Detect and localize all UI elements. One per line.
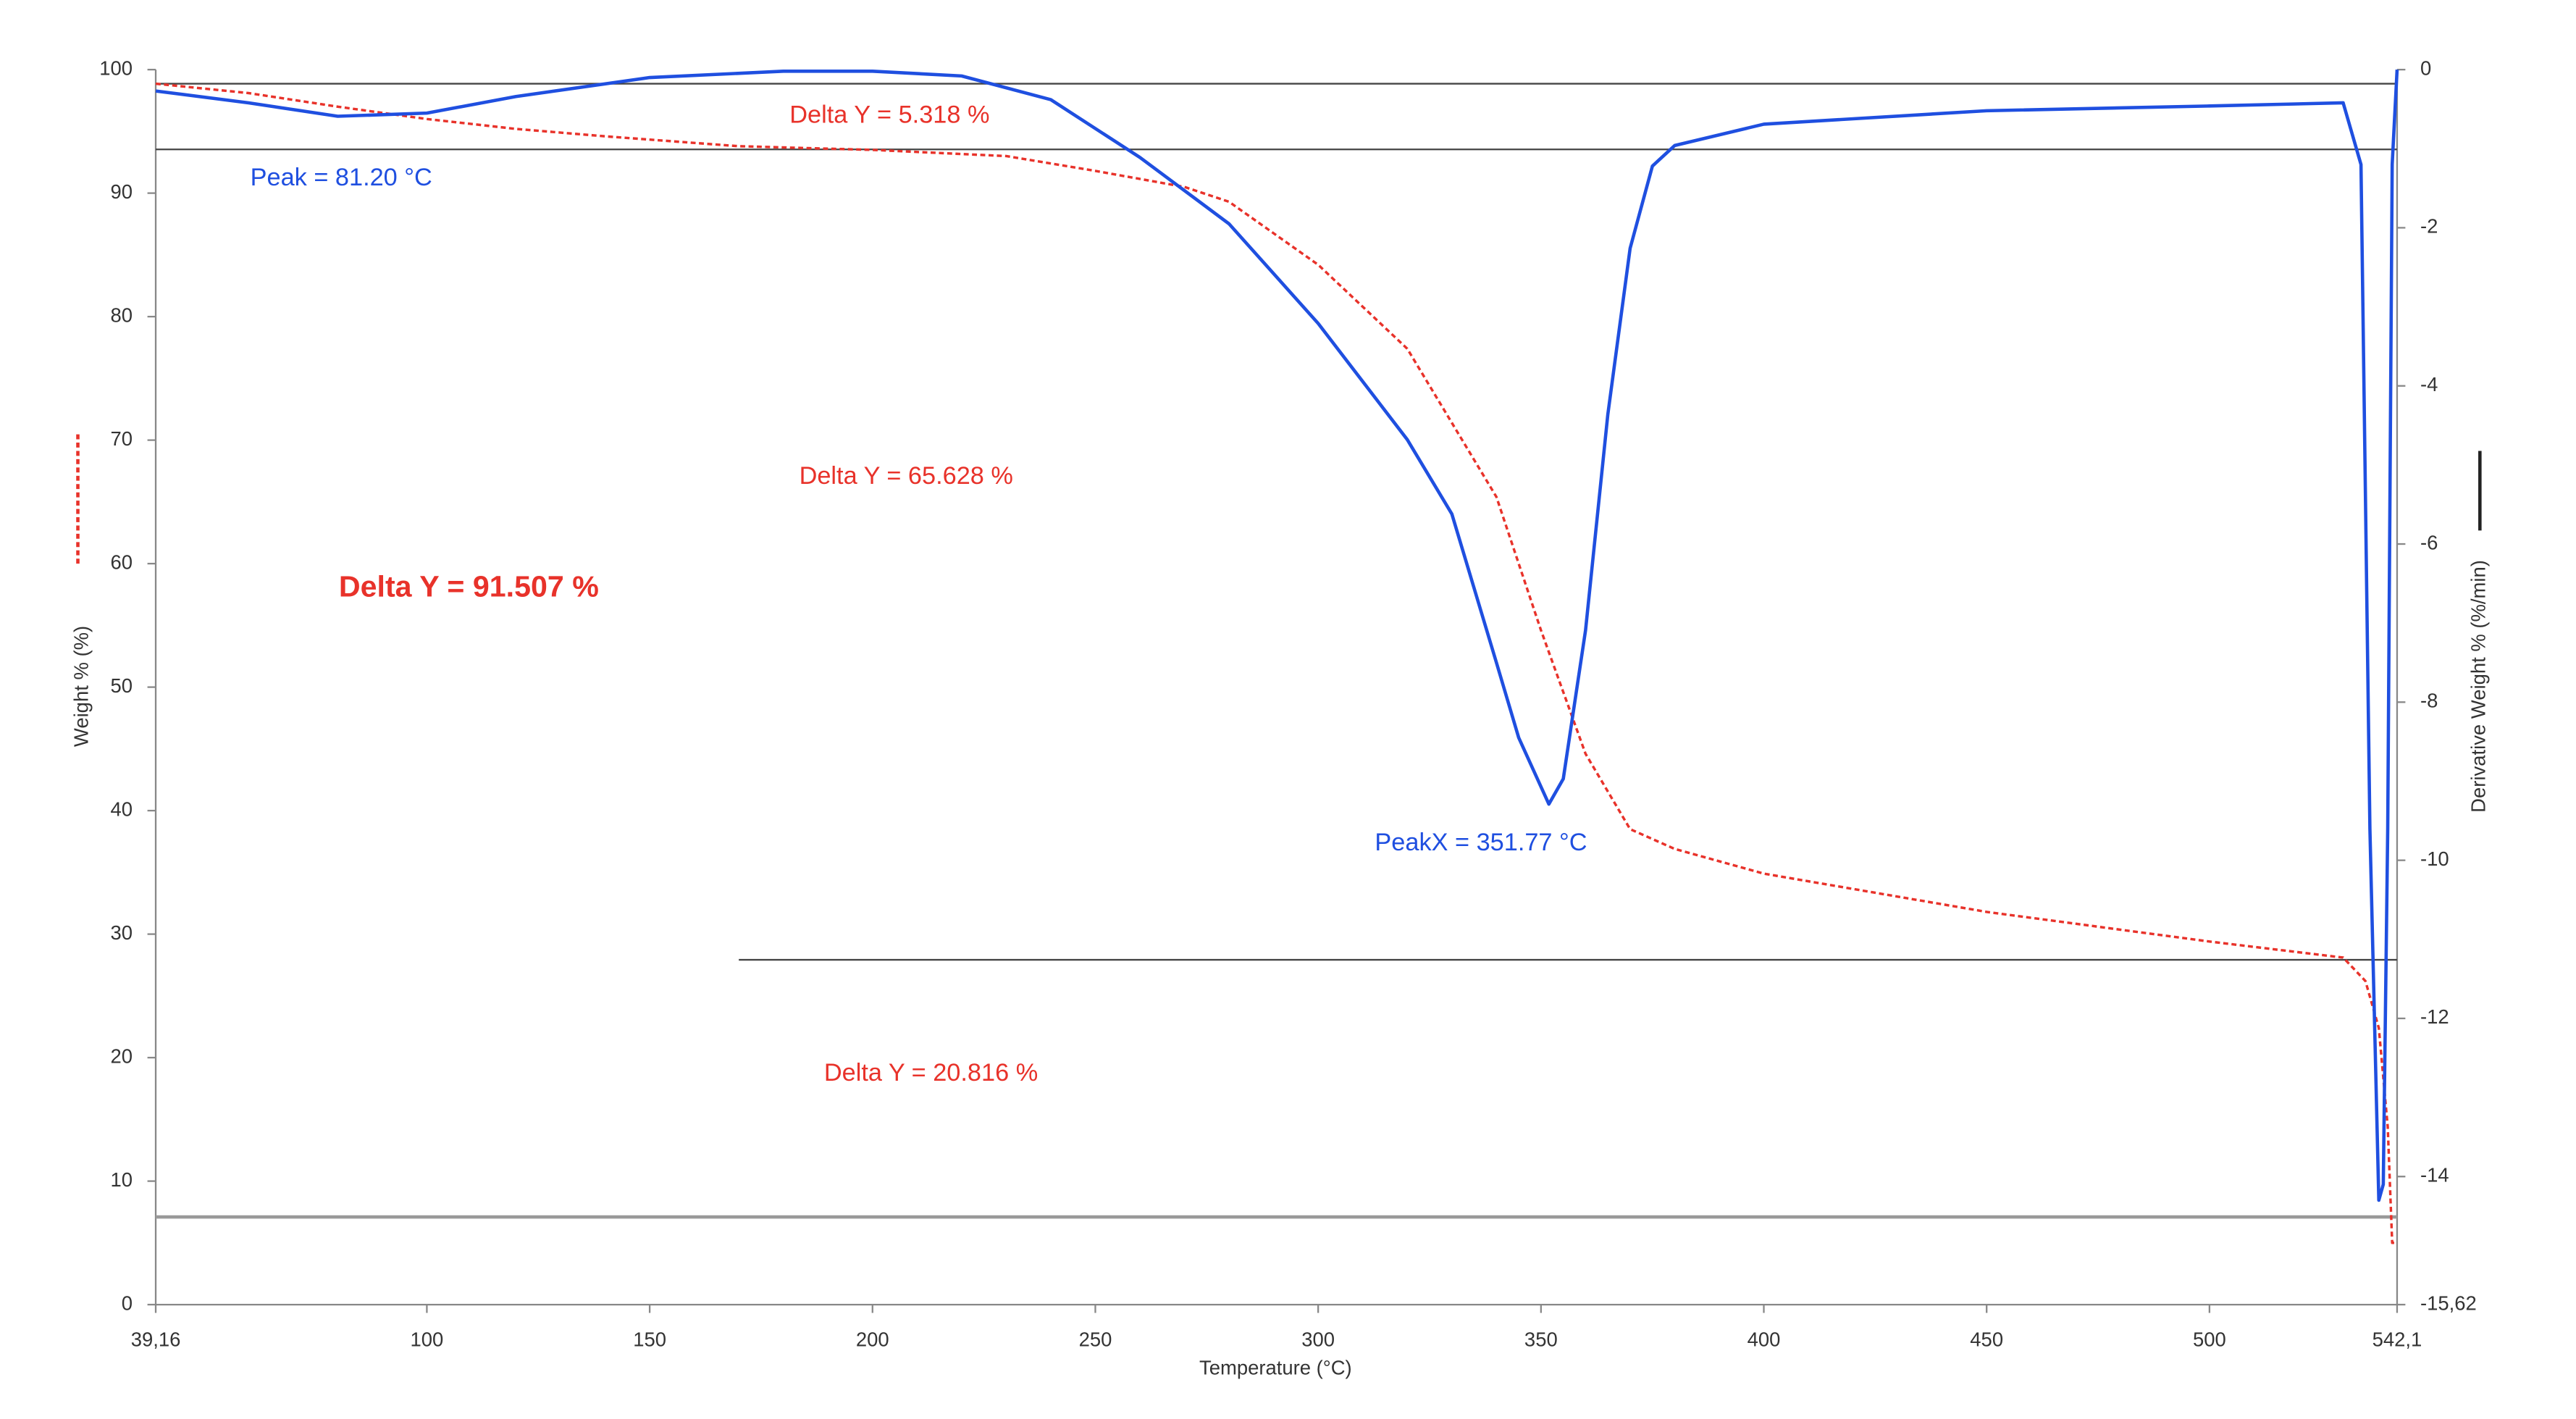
x-tick-label: 350 [1524,1328,1558,1351]
y2-tick-label: -15,62 [2420,1292,2477,1314]
y2-tick-label: -6 [2420,531,2438,553]
y2-tick-label: -14 [2420,1164,2449,1186]
x-tick-label: 200 [856,1328,889,1351]
y-tick-label: 90 [110,180,133,203]
y-tick-label: 20 [110,1045,133,1067]
y-tick-label: 80 [110,304,133,326]
series-line [155,82,2397,1244]
y-tick-label: 60 [110,551,133,573]
y2-tick-label: -4 [2420,373,2438,395]
y2-tick-label: -12 [2420,1005,2449,1028]
annotation: Delta Y = 20.816 % [824,1059,1038,1087]
x-tick-label: 39,16 [131,1328,181,1351]
y-tick-label: 100 [99,56,133,79]
x-tick-label: 100 [411,1328,444,1351]
x-tick-label: 500 [2193,1328,2226,1351]
y-tick-label: 70 [110,427,133,450]
y-tick-label: 40 [110,798,133,820]
x-tick-label: 450 [1970,1328,2003,1351]
annotation: Peak = 81.20 °C [251,164,432,191]
x-tick-label: 150 [633,1328,666,1351]
series-line [155,70,2399,1202]
y2-tick-label: -2 [2420,215,2438,238]
y2-tick-label: -8 [2420,690,2438,712]
y-axis-title: Weight % (%) [70,626,93,747]
y-tick-label: 50 [110,674,133,697]
y2-axis-title: Derivative Weight % (%/min) [2467,560,2490,813]
annotation: Delta Y = 5.318 % [789,101,989,128]
y-tick-label: 30 [110,921,133,944]
y-tick-label: 10 [110,1168,133,1191]
annotation: PeakX = 351.77 °C [1375,829,1587,856]
annotation: Delta Y = 65.628 % [800,462,1013,490]
y2-tick-label: 0 [2420,56,2431,79]
y-tick-label: 0 [122,1292,133,1314]
x-axis-title: Temperature (°C) [1199,1357,1352,1379]
x-tick-label: 400 [1748,1328,1781,1351]
annotation: Delta Y = 91.507 % [339,569,599,603]
x-tick-label: 250 [1079,1328,1112,1351]
y2-tick-label: -10 [2420,847,2449,870]
x-tick-label: 542,1 [2372,1328,2422,1351]
x-tick-label: 300 [1301,1328,1335,1351]
